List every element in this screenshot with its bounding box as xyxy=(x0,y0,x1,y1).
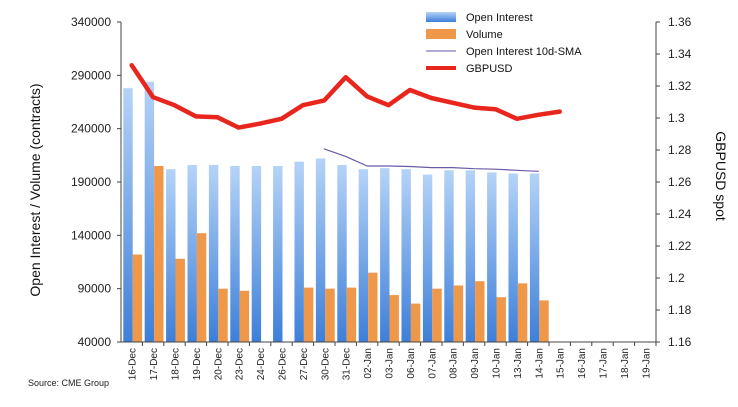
open-interest-bar xyxy=(487,172,497,342)
y2-tick-label: 1.36 xyxy=(668,15,692,29)
y-tick-label: 40000 xyxy=(78,335,112,349)
x-tick-label: 16-Jan xyxy=(577,348,588,379)
volume-bar xyxy=(410,303,421,342)
y2-tick-label: 1.3 xyxy=(668,111,685,125)
open-interest-bar xyxy=(273,166,283,342)
x-tick-label: 19-Jan xyxy=(641,348,652,379)
y2-tick-label: 1.16 xyxy=(668,335,692,349)
x-tick-label: 26-Dec xyxy=(278,348,289,380)
volume-bar xyxy=(154,166,164,342)
x-tick-label: 30-Dec xyxy=(320,348,331,380)
x-tick-label: 27-Dec xyxy=(299,348,310,380)
y-tick-label: 140000 xyxy=(71,228,111,242)
x-tick-label: 20-Dec xyxy=(213,348,224,380)
open-interest-bar xyxy=(230,166,240,342)
volume-bar xyxy=(475,281,485,342)
x-tick-label: 31-Dec xyxy=(342,348,353,380)
volume-bar xyxy=(303,287,314,342)
volume-bar xyxy=(346,287,357,342)
x-tick-label: 09-Jan xyxy=(470,348,481,379)
open-interest-bar xyxy=(187,164,197,342)
y2-tick-label: 1.34 xyxy=(668,47,692,61)
gbpusd-line xyxy=(129,62,562,130)
open-interest-bar xyxy=(358,169,369,342)
bars-layer xyxy=(123,81,549,342)
open-interest-bar xyxy=(294,161,304,342)
volume-bar xyxy=(196,233,207,342)
y2-tick-label: 1.32 xyxy=(668,79,692,93)
x-tick-label: 19-Dec xyxy=(192,348,203,380)
legend: Open Interest Volume Open Interest 10d-SMA… xyxy=(426,12,582,75)
volume-bar xyxy=(218,288,228,342)
source-note: Source: CME Group xyxy=(28,378,109,388)
legend-swatch-volume xyxy=(426,29,456,39)
open-interest-bar xyxy=(401,169,411,342)
legend-label: GBPUSD xyxy=(466,63,513,75)
y2-tick-label: 1.2 xyxy=(668,271,685,285)
x-tick-label: 17-Dec xyxy=(149,348,160,380)
y2-tick-label: 1.28 xyxy=(668,143,692,157)
volume-bar xyxy=(239,290,250,342)
open-interest-bar xyxy=(380,168,390,342)
volume-bar xyxy=(496,297,506,342)
y2-tick-label: 1.22 xyxy=(668,239,692,253)
y-tick-label: 190000 xyxy=(71,175,111,189)
y2-axis-title: GBPUSD spot xyxy=(713,131,729,221)
legend-swatch-open-interest xyxy=(426,12,456,22)
open-interest-bar xyxy=(508,173,518,342)
open-interest-bar xyxy=(465,170,476,342)
x-tick-label: 13-Jan xyxy=(513,348,524,379)
x-tick-label: 18-Dec xyxy=(171,348,182,380)
volume-bar xyxy=(175,258,185,342)
volume-bar xyxy=(389,295,399,342)
y-axis-title: Open Interest / Volume (contracts) xyxy=(27,83,43,296)
axes-layer: 340000 290000 240000 190000 140000 90000 40000… xyxy=(71,15,692,380)
x-tick-label: 02-Jan xyxy=(363,348,374,379)
y-tick-label: 240000 xyxy=(71,122,111,136)
open-interest-bar xyxy=(422,174,433,342)
legend-label: Volume xyxy=(466,29,503,41)
open-interest-bar xyxy=(315,158,326,342)
open-interest-bar xyxy=(444,170,454,342)
open-interest-bar xyxy=(144,81,155,342)
y-tick-label: 290000 xyxy=(71,68,111,82)
x-tick-label: 14-Jan xyxy=(534,348,545,379)
x-tick-label: 03-Jan xyxy=(385,348,396,379)
x-tick-label: 15-Jan xyxy=(556,348,567,379)
volume-bar xyxy=(453,285,464,342)
x-tick-label: 18-Jan xyxy=(620,348,631,379)
y-tick-label: 340000 xyxy=(71,15,111,29)
x-tick-label: 10-Jan xyxy=(492,348,503,379)
volume-bar xyxy=(432,288,442,342)
y2-tick-label: 1.24 xyxy=(668,207,692,221)
lines-layer xyxy=(129,62,562,172)
y-tick-label: 90000 xyxy=(78,282,112,296)
volume-bar xyxy=(517,283,528,342)
x-tick-label: 07-Jan xyxy=(427,348,438,379)
open-interest-bar xyxy=(123,88,133,342)
volume-bar xyxy=(539,300,549,342)
volume-bar xyxy=(368,272,378,342)
open-interest-bar xyxy=(208,164,219,342)
open-interest-bar xyxy=(251,166,262,342)
legend-label: Open Interest xyxy=(466,12,533,24)
x-tick-label: 23-Dec xyxy=(235,348,246,380)
y2-tick-label: 1.26 xyxy=(668,175,692,189)
x-tick-label: 16-Dec xyxy=(128,348,139,380)
y2-tick-label: 1.18 xyxy=(668,303,692,317)
volume-bar xyxy=(132,254,143,342)
volume-bar xyxy=(325,288,335,342)
x-tick-label: 17-Jan xyxy=(599,348,610,379)
x-tick-label: 24-Dec xyxy=(256,348,267,380)
open-interest-bar xyxy=(166,169,176,342)
open-interest-bar xyxy=(337,164,347,342)
x-tick-label: 06-Jan xyxy=(406,348,417,379)
x-tick-label: 08-Jan xyxy=(449,348,460,379)
legend-label: Open Interest 10d-SMA xyxy=(466,46,582,58)
sma-line xyxy=(323,148,539,172)
open-interest-bar xyxy=(529,173,540,342)
